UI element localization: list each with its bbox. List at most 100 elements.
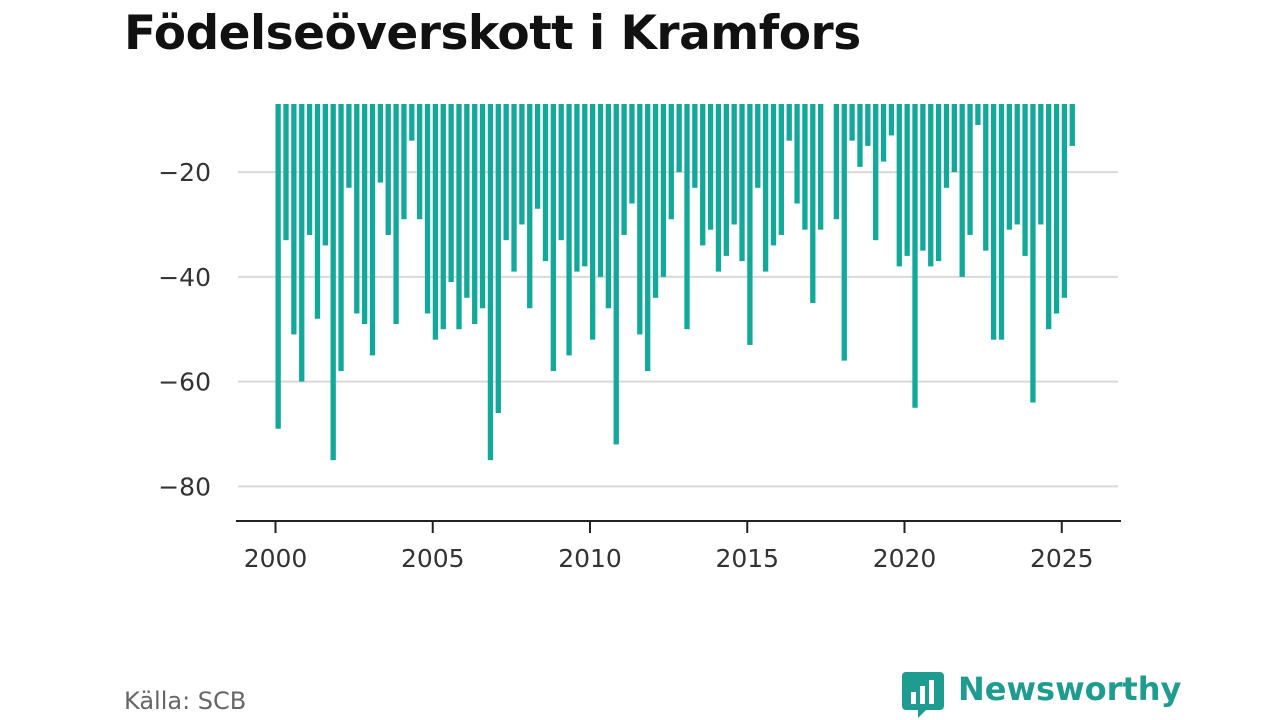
bar bbox=[1038, 104, 1044, 225]
chart-title: Födelseöverskott i Kramfors bbox=[124, 6, 861, 61]
bar bbox=[558, 104, 564, 241]
bar bbox=[527, 104, 533, 309]
bar bbox=[770, 104, 777, 246]
bar bbox=[818, 104, 824, 230]
bar bbox=[1006, 104, 1013, 230]
bar bbox=[778, 104, 784, 235]
bar bbox=[865, 104, 871, 146]
bar bbox=[511, 104, 517, 272]
bar bbox=[1022, 104, 1028, 256]
bar bbox=[802, 104, 808, 230]
bar bbox=[983, 104, 989, 251]
bar bbox=[975, 104, 981, 125]
bar bbox=[448, 104, 454, 283]
bar bbox=[464, 104, 470, 298]
bar bbox=[849, 104, 855, 141]
bar bbox=[361, 104, 368, 324]
bar bbox=[613, 104, 619, 445]
bar bbox=[786, 104, 792, 141]
bar bbox=[621, 104, 627, 235]
newsworthy-brand[interactable]: Newsworthy bbox=[902, 670, 1181, 718]
bar bbox=[755, 104, 761, 188]
bar bbox=[1053, 104, 1060, 314]
bar bbox=[306, 104, 313, 235]
bar bbox=[369, 104, 376, 356]
x-tick-label: 2015 bbox=[715, 544, 779, 573]
bar bbox=[810, 104, 816, 304]
bar bbox=[1014, 104, 1020, 225]
bar bbox=[747, 104, 753, 345]
bar bbox=[707, 104, 714, 230]
bar bbox=[943, 104, 950, 188]
bar bbox=[582, 104, 588, 267]
bar bbox=[275, 104, 281, 429]
bars bbox=[275, 104, 1075, 461]
bar bbox=[959, 104, 965, 277]
bar bbox=[393, 104, 399, 324]
bar bbox=[739, 104, 745, 262]
source-note: Källa: SCB bbox=[124, 687, 247, 715]
bar bbox=[731, 104, 737, 225]
bar bbox=[967, 104, 973, 235]
bar bbox=[338, 104, 344, 372]
x-tick-label: 2005 bbox=[401, 544, 465, 573]
bar bbox=[346, 104, 352, 188]
bar bbox=[409, 104, 415, 141]
bar bbox=[668, 104, 674, 220]
bar bbox=[928, 104, 934, 267]
bar bbox=[762, 104, 769, 272]
bar bbox=[700, 104, 706, 246]
bar bbox=[314, 104, 321, 319]
bar bbox=[629, 104, 635, 204]
bar bbox=[519, 104, 525, 225]
y-tick-label: −40 bbox=[158, 263, 211, 292]
x-tick-label: 2020 bbox=[873, 544, 937, 573]
bar bbox=[479, 104, 486, 309]
bar bbox=[990, 104, 997, 340]
bar bbox=[857, 104, 863, 167]
y-axis-tick-labels: −20 −40 −60 −80 bbox=[158, 158, 211, 501]
y-tick-label: −80 bbox=[158, 472, 211, 501]
bar bbox=[676, 104, 682, 173]
bar bbox=[550, 104, 556, 372]
bar bbox=[1046, 104, 1052, 330]
bar bbox=[566, 104, 572, 356]
y-tick-label: −20 bbox=[158, 158, 211, 187]
bar bbox=[684, 104, 690, 330]
bar bbox=[920, 104, 926, 251]
bar bbox=[542, 104, 549, 262]
bar bbox=[385, 104, 391, 235]
bar bbox=[322, 104, 328, 246]
y-tick-label: −60 bbox=[158, 368, 211, 397]
bar bbox=[417, 104, 423, 220]
bar bbox=[880, 104, 887, 162]
bar bbox=[873, 104, 879, 241]
bar bbox=[645, 104, 651, 372]
bar bbox=[283, 104, 289, 241]
x-tick-label: 2010 bbox=[558, 544, 622, 573]
bar bbox=[637, 104, 643, 335]
bar bbox=[1061, 104, 1068, 298]
bar bbox=[534, 104, 541, 209]
bar bbox=[951, 104, 957, 173]
bar bbox=[912, 104, 918, 408]
bar bbox=[354, 104, 360, 314]
bar bbox=[1030, 104, 1036, 403]
bar bbox=[605, 104, 612, 309]
bar bbox=[503, 104, 509, 241]
bar bbox=[432, 104, 439, 340]
x-tick-label: 2000 bbox=[244, 544, 308, 573]
bar bbox=[472, 104, 478, 324]
bar bbox=[574, 104, 580, 272]
bar bbox=[456, 104, 462, 330]
bar bbox=[935, 104, 942, 262]
bar bbox=[896, 104, 902, 267]
bar bbox=[377, 104, 384, 183]
bar bbox=[487, 104, 494, 461]
bar bbox=[1069, 104, 1075, 146]
bar bbox=[299, 104, 305, 382]
bar bbox=[440, 104, 446, 330]
bar bbox=[401, 104, 407, 220]
bar bbox=[692, 104, 698, 188]
x-tick-label: 2025 bbox=[1030, 544, 1094, 573]
